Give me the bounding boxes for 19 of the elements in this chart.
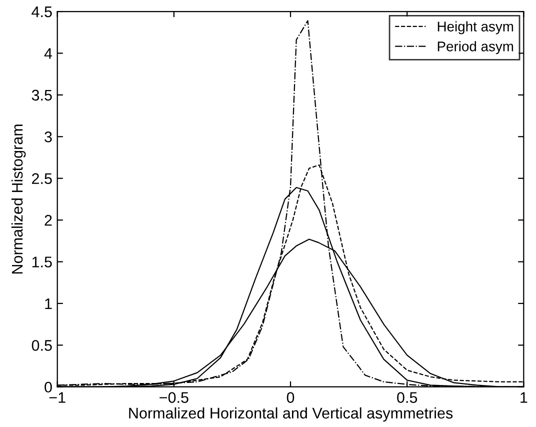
legend-label: Period asym [438, 41, 514, 54]
x-tick-label: 1 [520, 392, 528, 403]
y-tick-label: 1 [45, 298, 52, 309]
y-tick-label: 4 [44, 48, 52, 59]
x-tick-label: −0.5 [160, 392, 188, 403]
y-tick-label: 0.5 [32, 340, 52, 351]
y-tick-label: 2 [44, 214, 52, 226]
x-axis-title: Normalized Horizontal and Vertical asymmetries [129, 407, 453, 422]
y-tick-label: 3 [44, 132, 52, 142]
y-axis-title: Normalized Histogram [11, 124, 26, 274]
x-tick-label: 0 [286, 392, 294, 403]
y-tick-label: 3.5 [32, 90, 52, 101]
y-tick-label: 2.5 [32, 173, 52, 184]
legend-label: Height asym [438, 21, 514, 34]
y-tick-label: 1.5 [32, 256, 52, 268]
y-tick-label: 0 [44, 382, 52, 393]
x-tick-label: 0.5 [397, 392, 418, 403]
y-tick-label: 4.5 [32, 6, 52, 18]
x-tick-label: −1 [49, 392, 66, 403]
